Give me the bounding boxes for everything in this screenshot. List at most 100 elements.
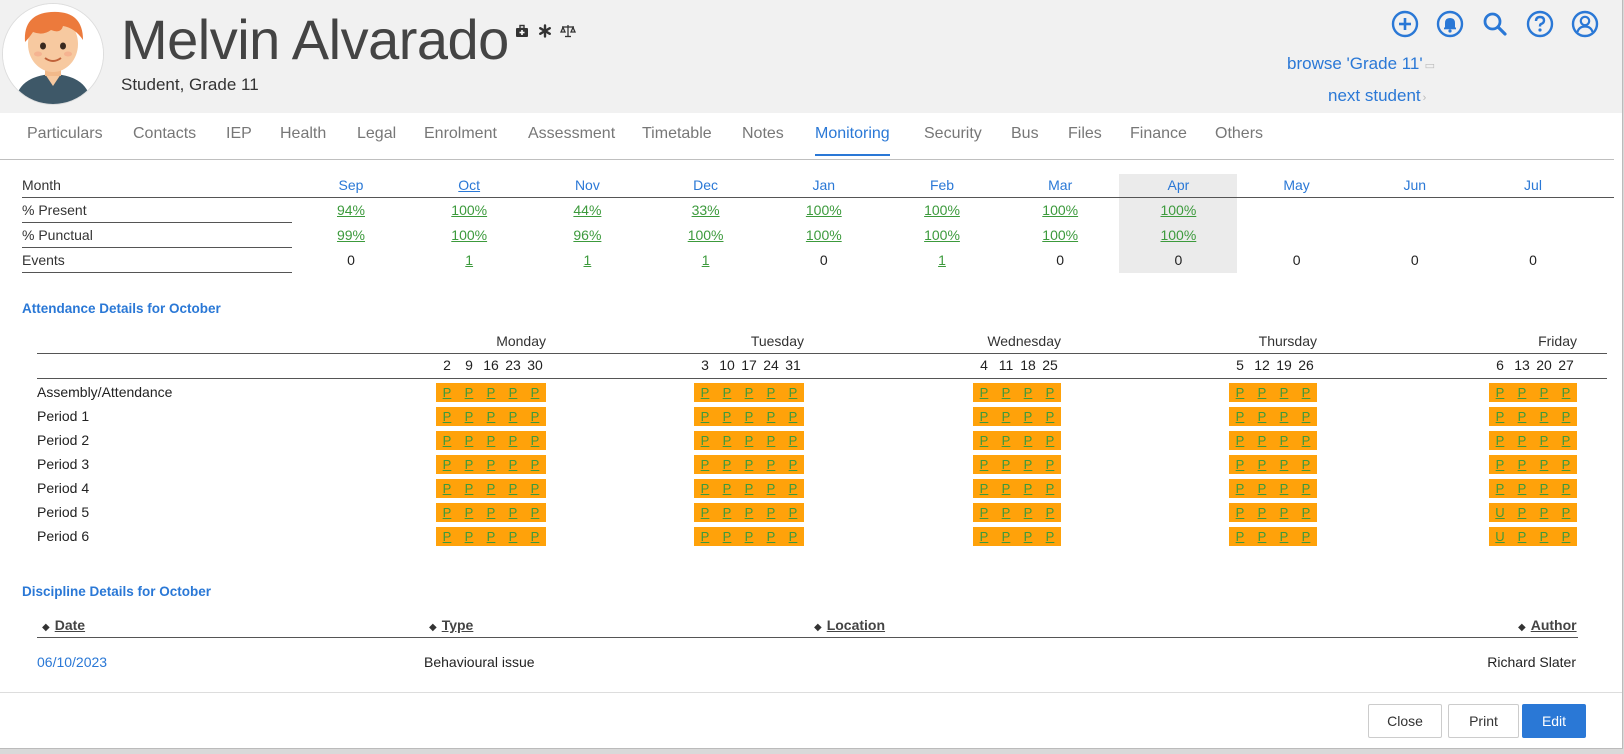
attendance-mark[interactable]: P [1257,433,1267,448]
attendance-mark[interactable]: P [1235,433,1245,448]
help-icon[interactable] [1526,10,1554,38]
tab-notes[interactable]: Notes [742,125,784,142]
attendance-mark[interactable]: P [700,457,710,472]
attendance-mark[interactable]: P [1257,505,1267,520]
attendance-mark[interactable]: P [464,457,474,472]
user-circle-icon[interactable] [1571,10,1599,38]
tab-assessment[interactable]: Assessment [528,125,616,142]
attendance-mark[interactable]: P [1235,505,1245,520]
attendance-mark[interactable]: P [1495,385,1505,400]
attendance-mark[interactable]: P [1517,457,1527,472]
attendance-mark[interactable]: P [1495,457,1505,472]
attendance-mark[interactable]: P [442,481,452,496]
month-mar[interactable]: Mar [1048,177,1073,193]
present-value[interactable]: 94% [336,202,366,218]
sort-location-header[interactable]: ◆ Location [814,617,885,633]
punctual-value[interactable]: 96% [573,227,602,243]
attendance-mark[interactable]: P [1279,433,1289,448]
attendance-mark[interactable]: P [1279,505,1289,520]
attendance-mark[interactable]: U [1495,529,1505,544]
month-sep[interactable]: Sep [338,177,364,193]
attendance-mark[interactable]: P [766,481,776,496]
attendance-mark[interactable]: P [1539,457,1549,472]
attendance-mark[interactable]: P [1301,433,1311,448]
attendance-mark[interactable]: P [1301,481,1311,496]
attendance-mark[interactable]: P [1235,529,1245,544]
attendance-mark[interactable]: P [464,529,474,544]
tab-legal[interactable]: Legal [357,125,397,142]
punctual-value[interactable]: 100% [1042,227,1079,243]
attendance-mark[interactable]: P [1045,457,1055,472]
attendance-mark[interactable]: P [1561,385,1571,400]
attendance-mark[interactable]: P [1301,529,1311,544]
attendance-mark[interactable]: P [530,529,540,544]
attendance-mark[interactable]: P [1279,481,1289,496]
attendance-mark[interactable]: P [1517,481,1527,496]
attendance-mark[interactable]: P [508,409,518,424]
browse-grade-label[interactable]: browse 'Grade 11' [1287,54,1423,73]
attendance-mark[interactable]: P [979,409,989,424]
tab-finance[interactable]: Finance [1130,125,1187,142]
search-icon[interactable] [1481,10,1509,38]
attendance-mark[interactable]: P [508,457,518,472]
attendance-mark[interactable]: P [722,433,732,448]
attendance-mark[interactable]: P [700,505,710,520]
attendance-mark[interactable]: P [700,481,710,496]
attendance-mark[interactable]: P [1045,481,1055,496]
attendance-mark[interactable]: P [486,457,496,472]
attendance-mark[interactable]: P [722,505,732,520]
attendance-mark[interactable]: P [1301,409,1311,424]
sort-date-header[interactable]: ◆ Date [42,617,85,633]
attendance-mark[interactable]: P [1539,433,1549,448]
attendance-mark[interactable]: P [1023,505,1033,520]
attendance-mark[interactable]: P [1023,481,1033,496]
discipline-date-link[interactable]: 06/10/2023 [37,654,108,670]
attendance-mark[interactable]: P [1539,385,1549,400]
next-student-link[interactable]: next student › [1328,86,1426,106]
attendance-mark[interactable]: P [766,433,776,448]
month-oct[interactable]: Oct [458,177,481,193]
attendance-mark[interactable]: P [1045,385,1055,400]
attendance-mark[interactable]: P [788,505,798,520]
events-count[interactable]: 1 [938,252,946,268]
attendance-mark[interactable]: P [530,385,540,400]
attendance-mark[interactable]: P [1517,529,1527,544]
attendance-mark[interactable]: P [1279,409,1289,424]
attendance-mark[interactable]: P [1045,433,1055,448]
attendance-mark[interactable]: U [1495,505,1505,520]
sort-type-header[interactable]: ◆ Type [429,617,473,633]
events-count[interactable]: 1 [465,252,474,268]
tab-bus[interactable]: Bus [1011,125,1039,142]
month-apr[interactable]: Apr [1167,177,1190,193]
attendance-mark[interactable]: P [442,529,452,544]
tab-security[interactable]: Security [924,125,982,142]
punctual-value[interactable]: 99% [336,227,366,243]
attendance-mark[interactable]: P [464,481,474,496]
attendance-mark[interactable]: P [722,457,732,472]
attendance-mark[interactable]: P [766,505,776,520]
attendance-mark[interactable]: P [530,481,540,496]
browse-grade-link[interactable]: browse 'Grade 11' ▭ [1287,54,1435,74]
tab-particulars[interactable]: Particulars [27,125,103,142]
attendance-mark[interactable]: P [700,433,710,448]
punctual-value[interactable]: 100% [805,227,842,243]
scales-icon[interactable] [559,24,577,41]
attendance-mark[interactable]: P [442,385,452,400]
tab-monitoring[interactable]: Monitoring [815,125,890,156]
attendance-mark[interactable]: P [486,529,496,544]
tab-files[interactable]: Files [1068,125,1102,142]
attendance-mark[interactable]: P [1045,505,1055,520]
attendance-mark[interactable]: P [744,409,754,424]
attendance-mark[interactable]: P [1257,457,1267,472]
attendance-mark[interactable]: P [1561,433,1571,448]
next-student-label[interactable]: next student [1328,86,1421,105]
attendance-mark[interactable]: P [486,409,496,424]
attendance-mark[interactable]: P [979,481,989,496]
month-jun[interactable]: Jun [1403,177,1427,193]
events-count[interactable]: 1 [583,252,592,268]
attendance-mark[interactable]: P [1561,457,1571,472]
month-may[interactable]: May [1283,177,1310,193]
month-feb[interactable]: Feb [929,177,955,193]
attendance-mark[interactable]: P [1539,529,1549,544]
attendance-mark[interactable]: P [464,409,474,424]
